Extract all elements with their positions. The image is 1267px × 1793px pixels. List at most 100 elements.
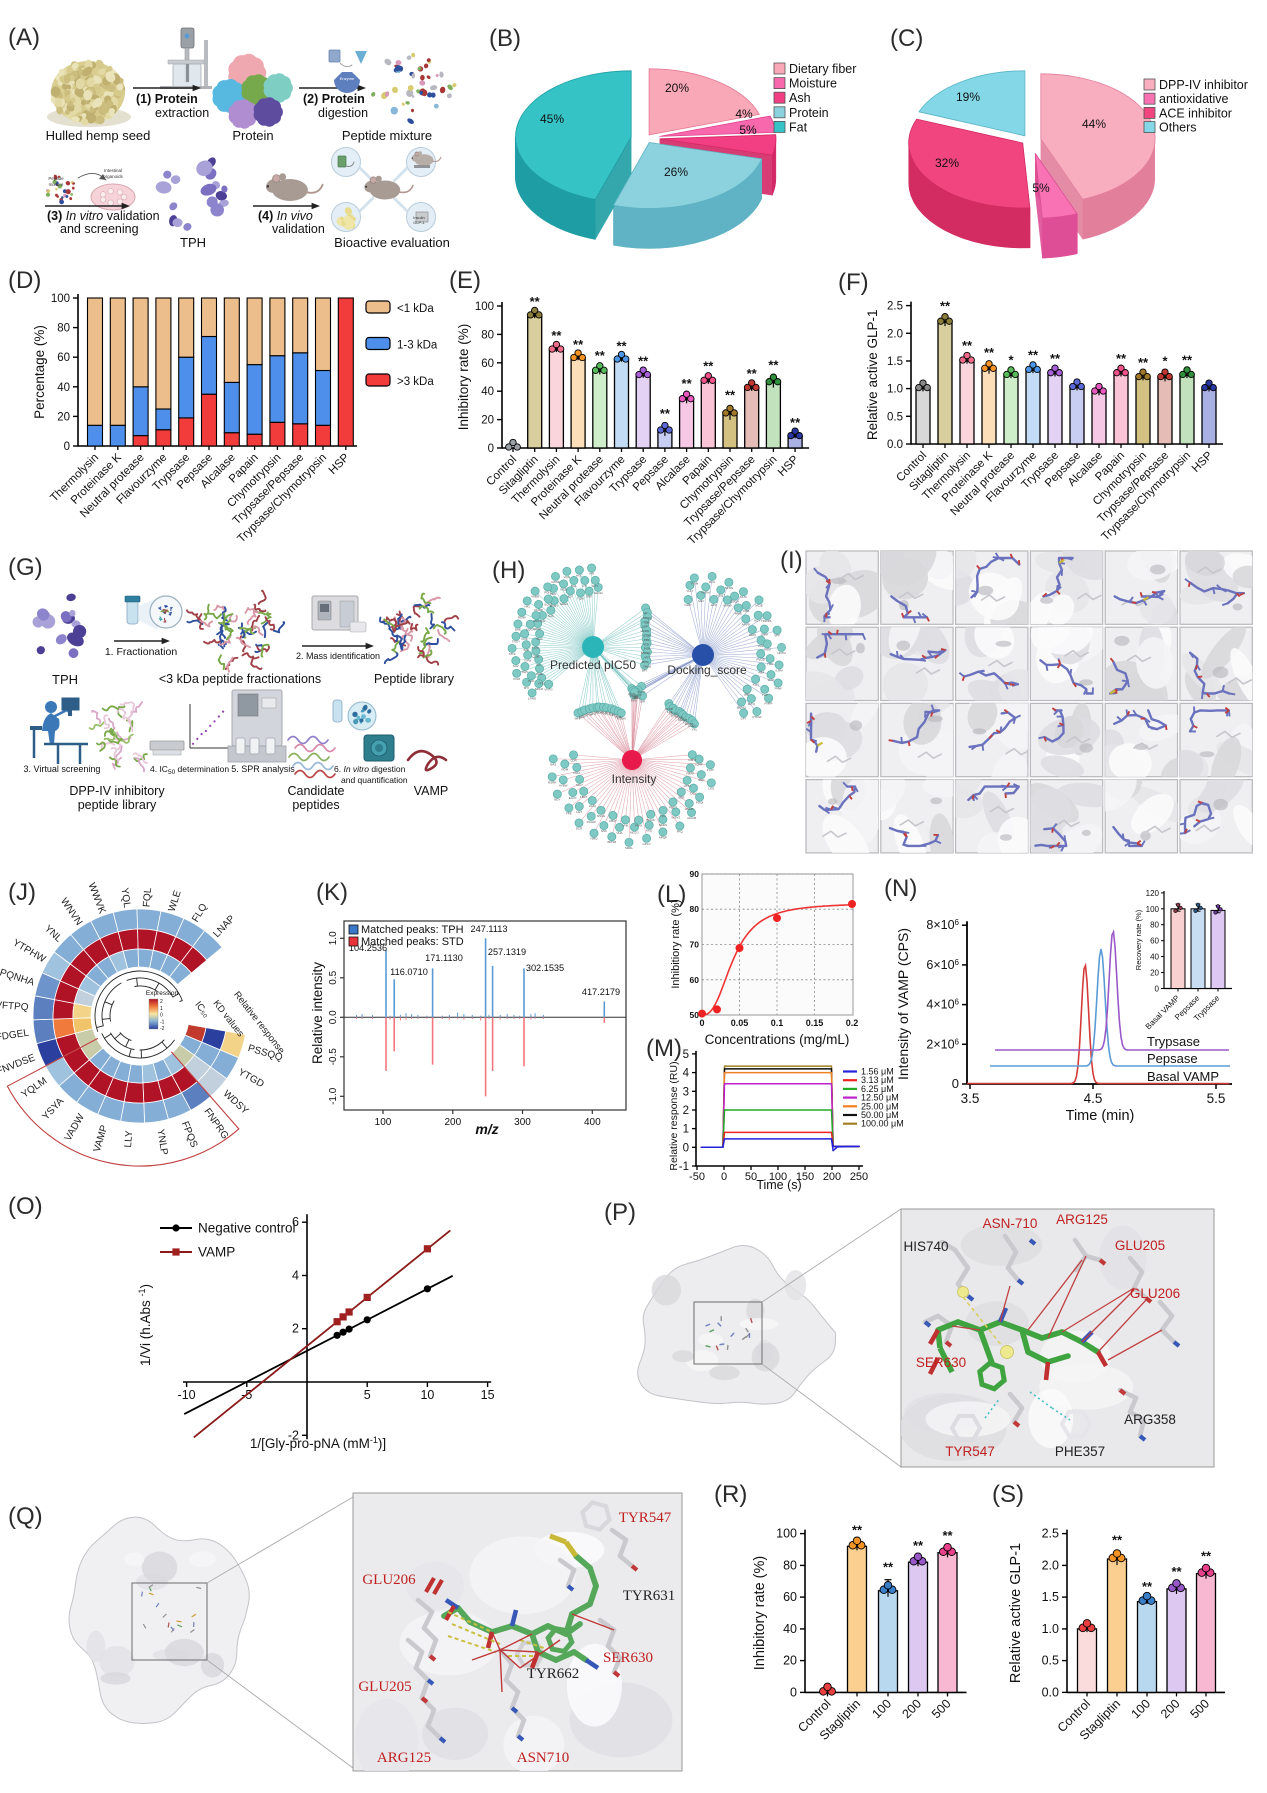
svg-text:**: **: [530, 294, 541, 309]
svg-text:GHEC: GHEC: [688, 724, 698, 728]
svg-text:MPG: MPG: [642, 660, 650, 664]
svg-text:**: **: [1182, 353, 1193, 368]
svg-text:AKV: AKV: [711, 603, 717, 607]
svg-text:100: 100: [475, 301, 494, 313]
svg-text:0.15: 0.15: [806, 1018, 824, 1028]
svg-text:Moisture: Moisture: [789, 77, 837, 91]
svg-text:YTGD: YTGD: [236, 1067, 266, 1090]
svg-text:STNI: STNI: [509, 652, 516, 656]
svg-text:FNPRG: FNPRG: [201, 1106, 230, 1141]
svg-text:0.5: 0.5: [1042, 1654, 1059, 1668]
svg-text:*: *: [1008, 353, 1014, 368]
svg-text:LQP: LQP: [642, 625, 648, 629]
svg-text:SER630: SER630: [603, 1650, 653, 1666]
svg-text:171.1130: 171.1130: [425, 953, 463, 963]
svg-text:20: 20: [1150, 969, 1159, 978]
svg-text:RCQ: RCQ: [634, 696, 641, 700]
svg-text:YSYA: YSYA: [41, 1096, 67, 1123]
svg-text:(I): (I): [780, 547, 803, 574]
svg-text:PHW: PHW: [775, 687, 782, 691]
svg-text:100: 100: [51, 293, 70, 305]
svg-text:247.1113: 247.1113: [471, 924, 508, 934]
svg-text:TYR547: TYR547: [619, 1510, 672, 1526]
svg-text:Protein: Protein: [789, 106, 829, 120]
svg-text:**: **: [551, 328, 562, 343]
svg-text:IAR: IAR: [589, 572, 595, 576]
svg-text:PNLF: PNLF: [586, 712, 594, 716]
svg-text:6×106: 6×106: [926, 958, 959, 972]
svg-text:LET: LET: [577, 810, 583, 814]
svg-text:NDY: NDY: [554, 798, 560, 802]
svg-text:80: 80: [783, 1558, 797, 1572]
svg-text:40: 40: [57, 382, 70, 394]
svg-text:**: **: [747, 366, 758, 381]
svg-text:2×106: 2×106: [926, 1037, 959, 1051]
svg-text:100: 100: [869, 1697, 894, 1722]
svg-text:DPP-IV inhibitor: DPP-IV inhibitor: [1159, 78, 1248, 92]
svg-text:KKRH: KKRH: [702, 590, 710, 594]
svg-text:DYK: DYK: [632, 696, 638, 700]
svg-text:**: **: [703, 359, 714, 374]
svg-text:32%: 32%: [935, 156, 959, 170]
svg-text:LRHG: LRHG: [528, 696, 537, 700]
svg-text:VNTG: VNTG: [544, 688, 553, 692]
svg-text:BQN: BQN: [629, 692, 636, 696]
svg-text:200: 200: [1158, 1697, 1183, 1722]
svg-text:100: 100: [1128, 1697, 1153, 1722]
svg-text:Docking_score: Docking_score: [667, 663, 747, 677]
svg-text:5%: 5%: [739, 123, 757, 137]
svg-text:302.1535: 302.1535: [526, 963, 564, 973]
svg-text:**: **: [660, 406, 671, 421]
svg-text:YLR: YLR: [762, 693, 769, 697]
svg-text:MCIE: MCIE: [755, 604, 763, 608]
svg-text:YRH: YRH: [767, 662, 773, 666]
svg-text:SCFR: SCFR: [535, 687, 544, 691]
svg-text:APVR: APVR: [665, 707, 674, 711]
svg-text:116.0710: 116.0710: [390, 967, 428, 977]
svg-text:1/[Gly-pro-pNA (mM-1)]: 1/[Gly-pro-pNA (mM-1)]: [250, 1435, 386, 1451]
svg-text:Pepsase: Pepsase: [1147, 1051, 1198, 1066]
svg-text:ARG125: ARG125: [1056, 1212, 1108, 1227]
svg-text:Relative response (RU): Relative response (RU): [668, 1061, 680, 1170]
svg-text:0: 0: [488, 443, 494, 455]
svg-text:5%: 5%: [1032, 181, 1050, 195]
svg-text:ASN-710: ASN-710: [983, 1216, 1038, 1231]
svg-text:TPH: TPH: [52, 672, 78, 687]
svg-text:ETY: ETY: [592, 584, 598, 588]
svg-text:LNAP: LNAP: [212, 913, 238, 940]
svg-text:(E): (E): [449, 267, 481, 294]
svg-text:2.0: 2.0: [887, 328, 903, 340]
svg-text:50: 50: [690, 1010, 700, 1020]
svg-text:**: **: [1116, 351, 1127, 366]
svg-text:1: 1: [160, 1006, 163, 1012]
svg-text:2.0: 2.0: [1042, 1558, 1059, 1572]
svg-text:3.13 μM: 3.13 μM: [861, 1075, 894, 1085]
svg-text:5.5: 5.5: [1207, 1091, 1226, 1106]
svg-text:BQE: BQE: [536, 672, 542, 676]
svg-text:WWVK: WWVK: [86, 881, 108, 915]
svg-text:(H): (H): [492, 557, 525, 584]
svg-text:**: **: [682, 376, 693, 391]
svg-text:0: 0: [160, 1013, 163, 1019]
svg-text:BFT: BFT: [642, 669, 648, 673]
svg-text:(P): (P): [604, 1199, 636, 1226]
svg-text:MEI: MEI: [698, 599, 704, 603]
svg-text:100: 100: [769, 1171, 787, 1183]
svg-text:120: 120: [1146, 889, 1160, 898]
svg-text:ACE inhibitor: ACE inhibitor: [1159, 106, 1232, 120]
svg-text:HVHK: HVHK: [641, 629, 649, 633]
svg-text:PTYT: PTYT: [671, 714, 679, 718]
svg-text:VVT: VVT: [644, 656, 650, 660]
svg-text:50: 50: [745, 1171, 757, 1183]
svg-text:0.5: 0.5: [328, 970, 339, 984]
svg-text:FRIA: FRIA: [573, 771, 580, 775]
svg-text:IMK: IMK: [758, 644, 763, 648]
svg-text:**: **: [913, 1538, 924, 1553]
svg-text:APQP: APQP: [659, 836, 667, 840]
svg-text:**: **: [573, 337, 584, 352]
svg-text:GLU205: GLU205: [358, 1679, 411, 1695]
svg-text:**: **: [1171, 1564, 1182, 1579]
svg-text:-2: -2: [288, 1428, 299, 1442]
svg-text:FFE: FFE: [644, 638, 650, 642]
svg-text:0.0: 0.0: [1042, 1685, 1059, 1699]
